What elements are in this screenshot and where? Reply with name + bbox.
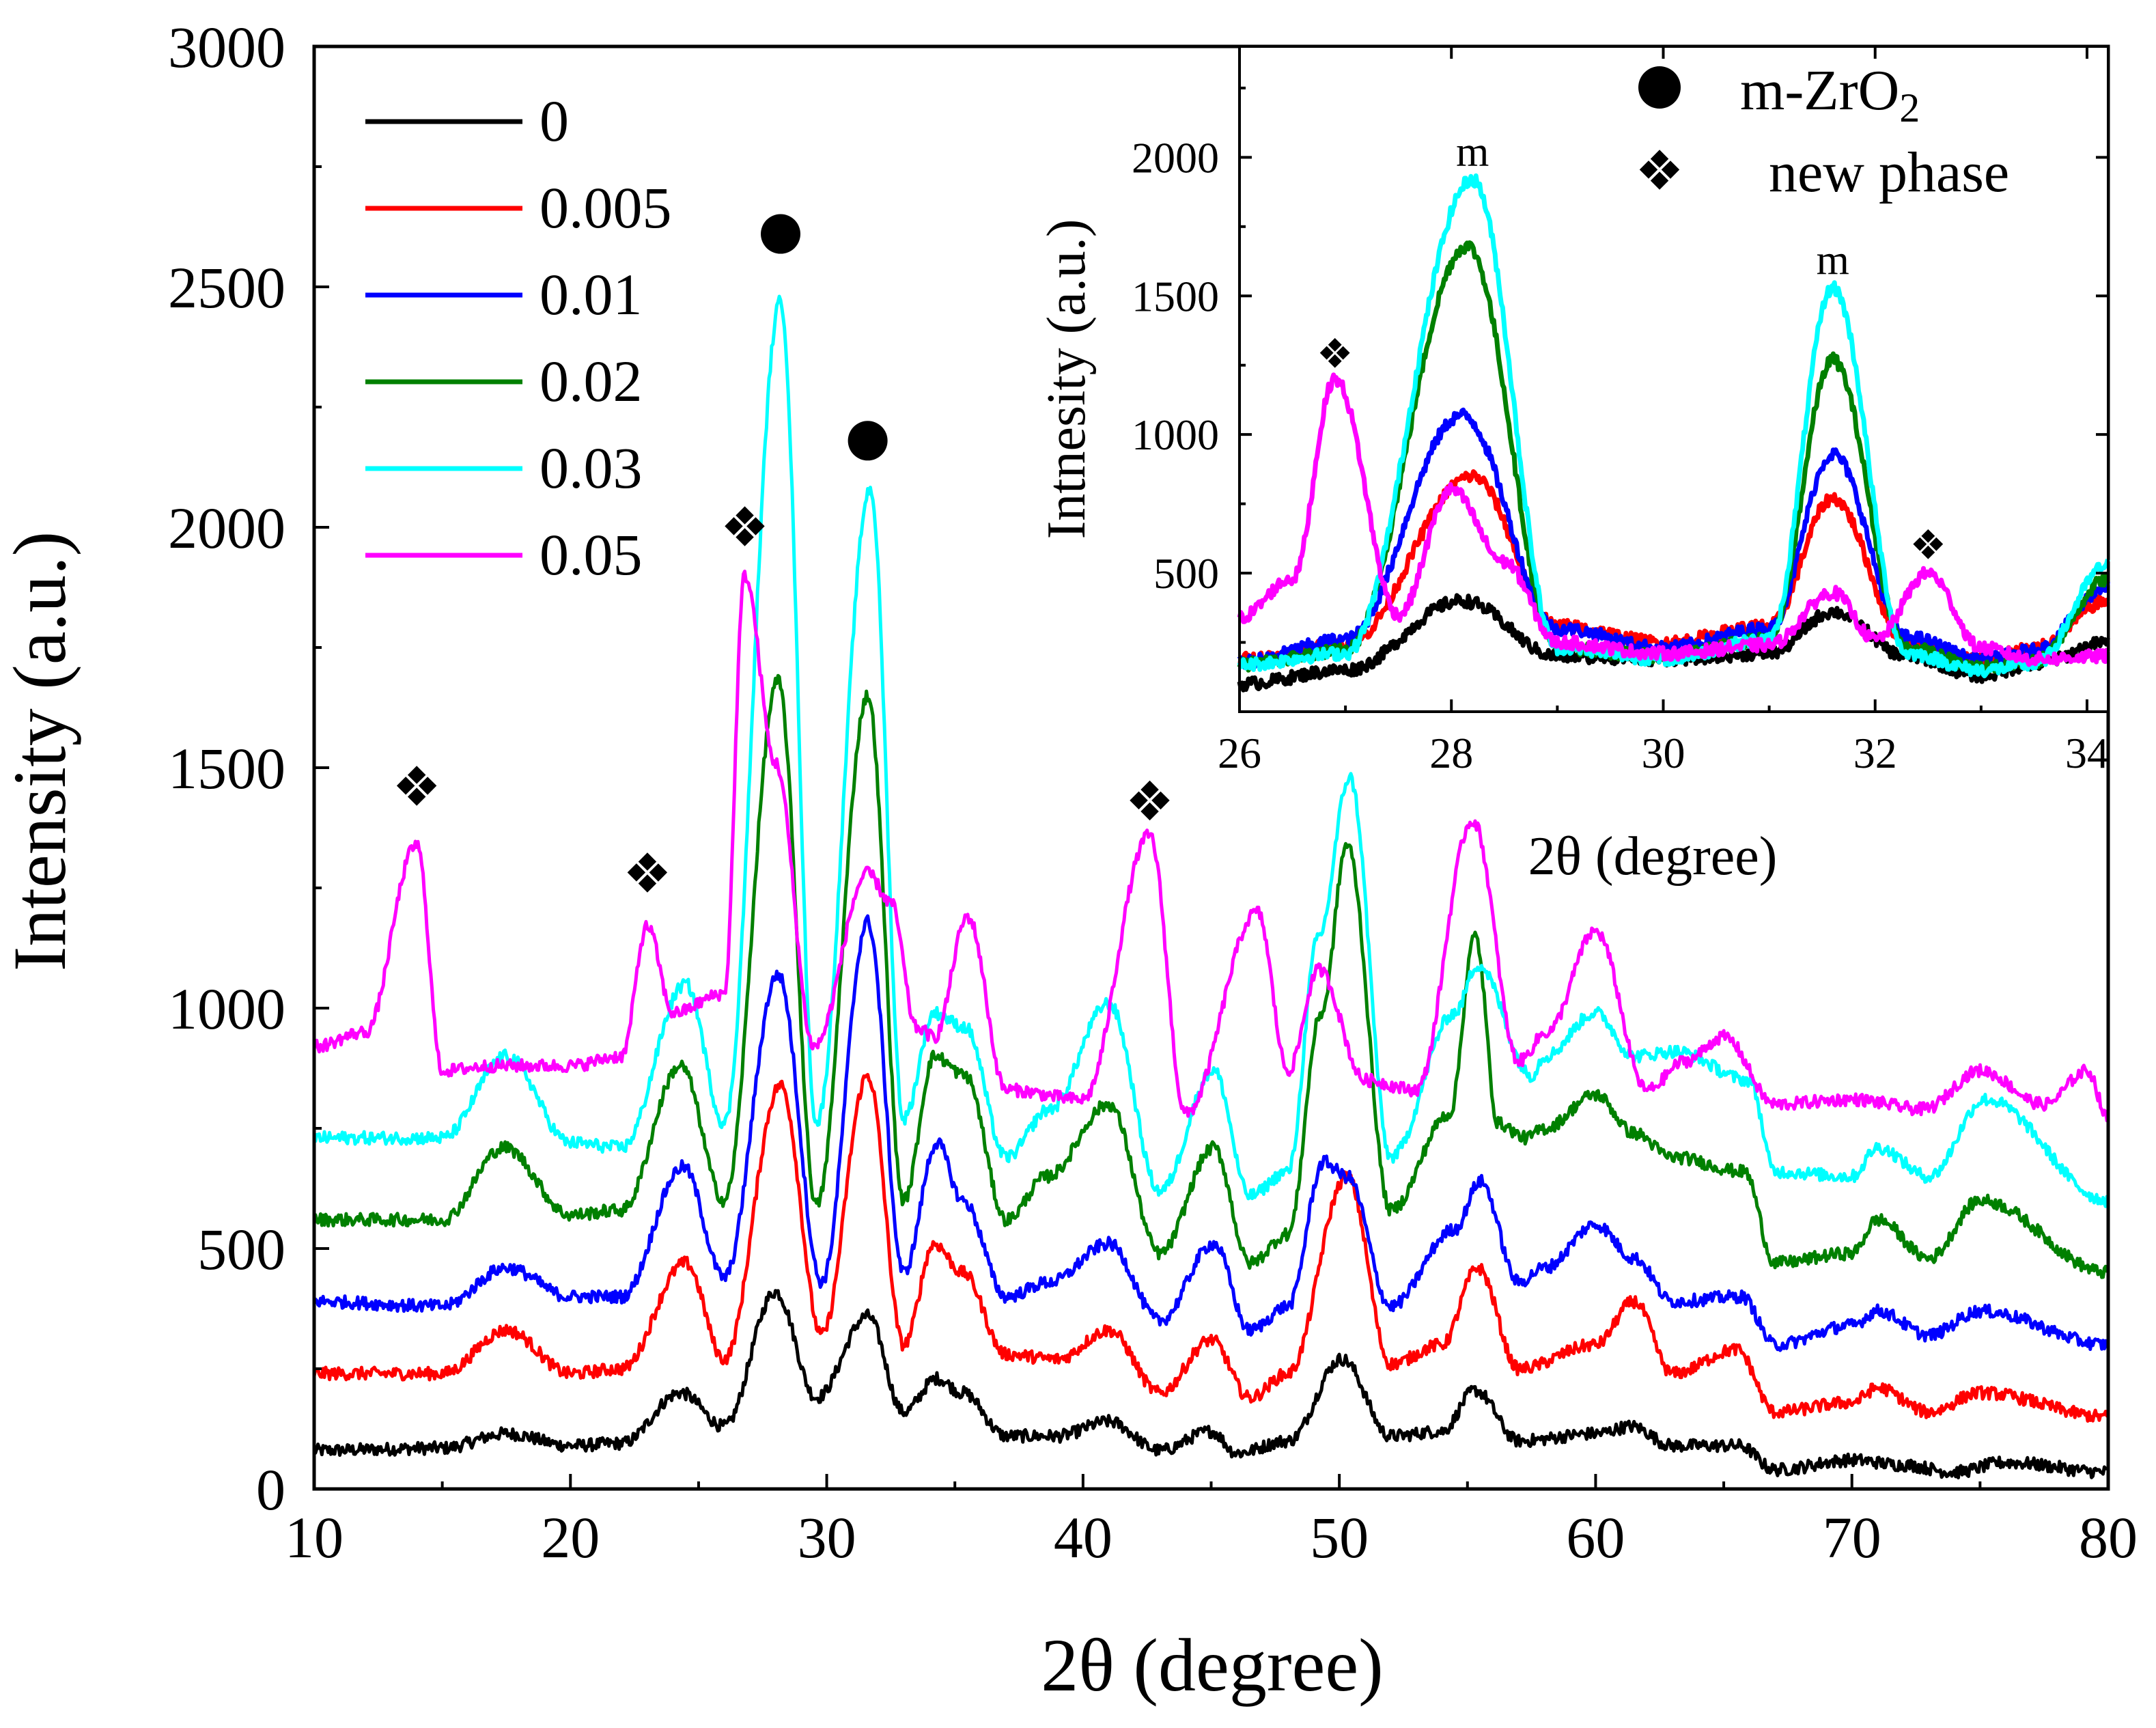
x-tick-label: 30 [798, 1505, 856, 1570]
new-phase-peak-marker: ❖ [720, 496, 770, 559]
x-tick-label: 50 [1310, 1505, 1369, 1570]
x-tick-label: 40 [1054, 1505, 1112, 1570]
inset-plot-frame [1238, 45, 2110, 713]
main-plot-lines [312, 294, 2110, 1479]
series-line-2 [313, 914, 2110, 1352]
y-axis-title: Intensity (a.u.) [0, 531, 81, 972]
y-tick-label: 3000 [168, 14, 285, 80]
inset-y-tick-label: 1500 [1132, 272, 1219, 320]
y-tick-label: 1500 [168, 736, 285, 801]
legend-label-1: 0.005 [540, 175, 672, 240]
y-tick-label: 2500 [168, 255, 285, 320]
new-phase-peak-marker: ❖ [623, 841, 672, 905]
inset-series-line-5 [1237, 372, 2110, 667]
series-line-5 [312, 570, 2110, 1123]
legend-label-2: 0.01 [540, 262, 643, 327]
inset-x-axis-title: 2θ (degree) [1528, 826, 1778, 887]
key-new-phase-symbol: ❖ [1635, 139, 1684, 203]
inset-x-tick-label: 30 [1641, 729, 1685, 777]
legend-label-3: 0.02 [540, 348, 643, 414]
series-line-1 [312, 1072, 2110, 1423]
zro2-peak-marker [848, 421, 888, 461]
y-tick-label: 0 [256, 1457, 285, 1522]
inset-x-tick-label: 28 [1429, 729, 1473, 777]
phase-key: m-ZrO2 ❖ new phase [1635, 59, 2009, 204]
inset-y-tick-label: 500 [1153, 549, 1219, 598]
key-zro2-symbol [1638, 66, 1681, 109]
x-tick-label: 20 [541, 1505, 600, 1570]
series-line-4 [312, 294, 2110, 1208]
inset-y-tick-label: 1000 [1132, 410, 1219, 459]
inset-monoclinic-peak-label: m [1817, 237, 1849, 283]
inset-x-tick-label: 32 [1853, 729, 1897, 777]
main-peak-markers: ❖ ❖ ❖ ❖ [392, 214, 1175, 905]
inset-peak-markers: ❖ m m ❖ [1317, 129, 1946, 570]
legend-label-5: 0.05 [540, 522, 643, 587]
inset-x-tick-label: 26 [1218, 729, 1261, 777]
zro2-peak-marker [761, 214, 801, 254]
inset-background [1240, 46, 2108, 712]
x-tick-label: 70 [1823, 1505, 1881, 1570]
inset-plot: ❖ m m ❖ 26 28 30 32 34 500 1000 1500 2000 2θ (degre… [1037, 45, 2110, 887]
key-new-phase-label: new phase [1769, 141, 2009, 204]
y-tick-label: 500 [197, 1216, 285, 1282]
x-tick-label: 60 [1566, 1505, 1625, 1570]
inset-new-phase-peak-marker: ❖ [1909, 522, 1946, 570]
inset-y-tick-label: 2000 [1132, 133, 1219, 182]
inset-axes: 26 28 30 32 34 500 1000 1500 2000 [1132, 46, 2109, 777]
y-tick-label: 1000 [168, 976, 285, 1042]
series-line-3 [312, 673, 2110, 1279]
y-tick-label: 2000 [168, 495, 285, 561]
inset-y-axis-title: Intnesity (a.u.) [1037, 219, 1097, 540]
inset-x-tick-label: 34 [2065, 729, 2109, 777]
new-phase-peak-marker: ❖ [1125, 770, 1175, 833]
x-tick-label: 10 [285, 1505, 344, 1570]
legend-label-0: 0 [540, 88, 569, 154]
new-phase-peak-marker: ❖ [392, 755, 441, 819]
series-line-0 [312, 1289, 2109, 1479]
legend: 0 0.005 0.01 0.02 0.03 0.05 [365, 88, 672, 587]
x-tick-label: 80 [2079, 1505, 2138, 1570]
main-axes: 10 20 30 40 50 60 70 80 0 500 1000 1500 2000 2500 3000 [168, 14, 2138, 1570]
inset-monoclinic-peak-label: m [1456, 129, 1489, 176]
inset-plot-lines [1237, 173, 2110, 693]
key-zro2-label: m-ZrO2 [1740, 59, 1920, 130]
inset-new-phase-peak-marker: ❖ [1317, 330, 1354, 378]
legend-label-4: 0.03 [540, 435, 643, 501]
x-axis-title: 2θ (degree) [1041, 1624, 1384, 1707]
